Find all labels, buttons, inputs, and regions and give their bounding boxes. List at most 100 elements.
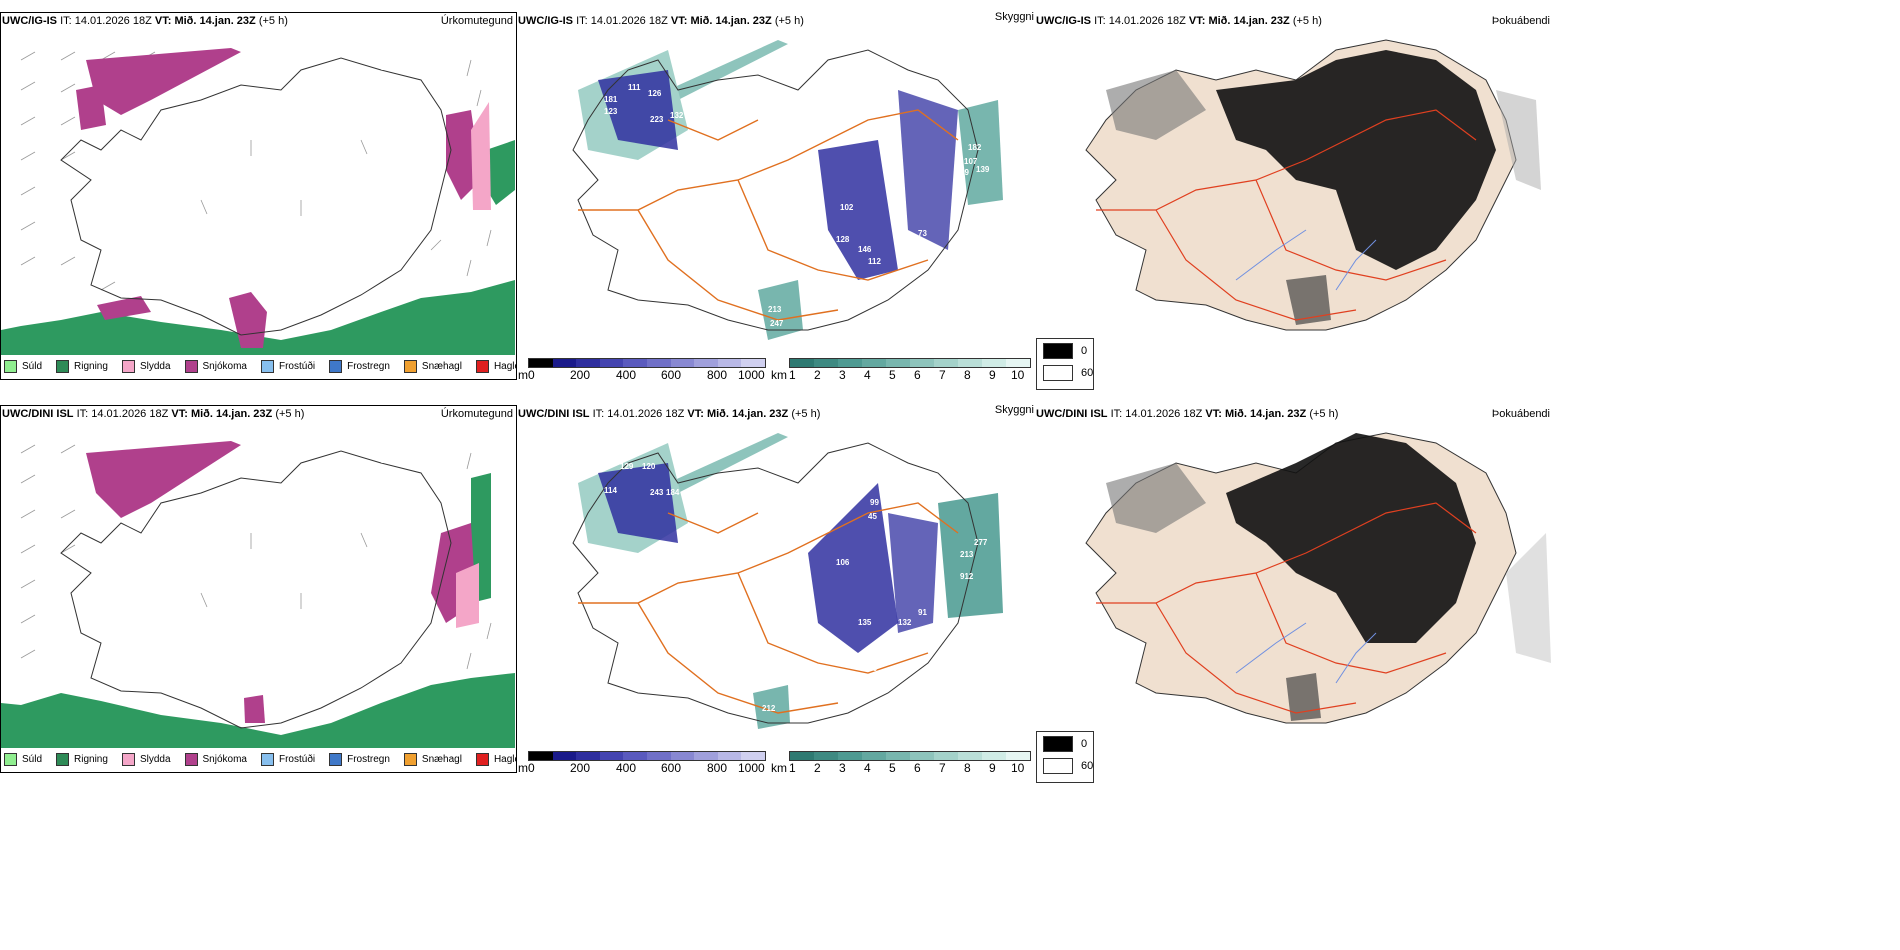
vis-number: 243 xyxy=(650,488,664,497)
fog-panel-2: UWC/DINI ISL IT: 14.01.2026 18Z VT: Mið.… xyxy=(1036,405,1556,773)
legend-swatch xyxy=(184,752,198,766)
iceland-outline xyxy=(572,49,979,331)
visibility-panel-1: UWC/IG-IS IT: 14.01.2026 18Z VT: Mið. 14… xyxy=(518,12,1036,380)
legend-label: Snæhagl xyxy=(421,753,462,765)
colorbar-tick: 0 xyxy=(528,368,535,380)
colorbar-tick: 1 xyxy=(789,761,796,773)
model-name: UWC/DINI ISL xyxy=(2,408,74,420)
colorbar-unit: km xyxy=(771,761,787,773)
legend-item: Slydda xyxy=(121,359,171,373)
vis-number: 123 xyxy=(604,107,618,116)
colorbar-tick: 6 xyxy=(914,761,921,773)
legend-item: Súld xyxy=(4,359,42,373)
vis-number: 182 xyxy=(968,143,982,152)
snow-south xyxy=(244,695,265,723)
blue-east xyxy=(888,513,938,633)
colorbar-tick: 10 xyxy=(1011,761,1025,773)
vis-number: 213 xyxy=(960,550,974,559)
vt-value: Mið. 14.jan. 23Z xyxy=(1208,15,1290,27)
legend-item: Rigning xyxy=(56,359,108,373)
legend-item: Haglél xyxy=(475,752,517,766)
legend-item: Slydda xyxy=(121,752,171,766)
precip-legend: Súld Rigning Slydda Snjókoma Frostúði Fr… xyxy=(4,748,517,770)
legend-swatch xyxy=(56,359,70,373)
fog-grey-south xyxy=(1286,275,1331,325)
legend-swatch xyxy=(403,752,417,766)
panel-title: Úrkomutegund xyxy=(440,15,513,27)
snow-nw2 xyxy=(76,85,106,130)
vis-number: 184 xyxy=(666,488,680,497)
legend-label: Súld xyxy=(22,753,43,765)
colorbar-tick: 6 xyxy=(914,368,921,380)
colorbar-tick: 0 xyxy=(528,761,535,773)
visibility-panel-2: UWC/DINI ISL IT: 14.01.2026 18Z VT: Mið.… xyxy=(518,405,1036,773)
fog-grey-south xyxy=(1286,673,1321,721)
legend-label: Snjókoma xyxy=(202,753,247,765)
model-name: UWC/IG-IS xyxy=(2,15,57,27)
legend-swatch xyxy=(475,752,489,766)
colorbar-tick: 3 xyxy=(839,761,846,773)
vis-number: 132 xyxy=(670,111,684,120)
vis-number: 181 xyxy=(604,95,618,104)
sleet-east xyxy=(471,102,491,210)
legend-item: Rigning xyxy=(56,752,108,766)
vis-number: 75 xyxy=(748,299,757,308)
blue-center xyxy=(808,483,898,653)
fog-legend-swatch xyxy=(1043,736,1073,752)
vis-number: 126 xyxy=(648,89,662,98)
fog-legend-swatch xyxy=(1043,758,1073,774)
vt-label: VT: xyxy=(1205,408,1222,420)
colorbar-unit: m xyxy=(518,368,528,380)
vt-value: Mið. 14.jan. 23Z xyxy=(1224,408,1307,420)
blue-east xyxy=(898,90,958,250)
visibility-map: 111 126 223 132 181 123 182 107 69 139 1… xyxy=(572,40,1003,340)
vis-number: 99 xyxy=(870,498,879,507)
fog-dark xyxy=(1216,50,1496,270)
colorbar-visibility: km 1 2 3 4 5 6 7 8 9 10 xyxy=(771,751,1033,773)
legend-item: Súld xyxy=(4,752,43,766)
vis-number: 128 xyxy=(836,235,850,244)
lead-time: (+5 h) xyxy=(275,408,305,420)
vt-label: VT: xyxy=(154,15,172,27)
vis-number: 132 xyxy=(898,618,912,627)
legend-swatch xyxy=(4,752,17,766)
colorbar-visibility-bar xyxy=(789,358,1031,368)
colorbar-tick: 5 xyxy=(889,761,896,773)
vis-number: 212 xyxy=(762,704,776,713)
visibility-map: 129 120 243 184 114 99 45 106 135 132 91… xyxy=(572,433,1003,729)
iceland-outline xyxy=(60,57,452,336)
legend-item: Frostúði xyxy=(260,752,315,766)
legend-swatch xyxy=(329,359,343,373)
vt-label: VT: xyxy=(1188,15,1206,27)
teal-streak xyxy=(668,433,788,493)
legend-label: Haglél xyxy=(493,753,517,765)
vt-value: Mið. 14.jan. 23Z xyxy=(706,408,789,420)
fog-grey-nw xyxy=(1106,70,1206,140)
colorbar-tick: 800 xyxy=(707,368,728,380)
vis-number: 247 xyxy=(770,319,784,328)
colorbar-unit: m xyxy=(518,761,528,773)
it-label: IT: xyxy=(76,408,89,420)
legend-swatch xyxy=(403,359,417,373)
colorbar-tick: 400 xyxy=(616,368,637,380)
panel-header: UWC/DINI ISL IT: 14.01.2026 18Z VT: Mið.… xyxy=(518,405,820,423)
vis-number: 277 xyxy=(974,538,988,547)
it-value: 14.01.2026 18Z xyxy=(607,408,685,420)
colorbar-tick: 8 xyxy=(964,761,971,773)
fog-map xyxy=(1085,432,1551,724)
colorbar-tick: 9 xyxy=(989,761,996,773)
vis-number: 213 xyxy=(768,305,782,314)
vt-value: Mið. 14.jan. 23Z xyxy=(190,408,273,420)
panel-frame xyxy=(0,12,517,380)
fog-legend-label: 0 xyxy=(1081,345,1088,357)
legend-item: Snjókoma xyxy=(184,359,247,373)
blue-nw xyxy=(598,70,678,150)
lead-time: (+5 h) xyxy=(1309,408,1339,420)
fog-legend-2: 0 60 xyxy=(1036,731,1094,783)
model-name: UWC/DINI ISL xyxy=(518,408,590,420)
fog-map xyxy=(1085,39,1541,331)
panel-frame xyxy=(0,405,517,773)
teal-east xyxy=(958,100,1003,205)
colorbar-tick: 200 xyxy=(570,761,591,773)
vis-number: 146 xyxy=(858,245,872,254)
